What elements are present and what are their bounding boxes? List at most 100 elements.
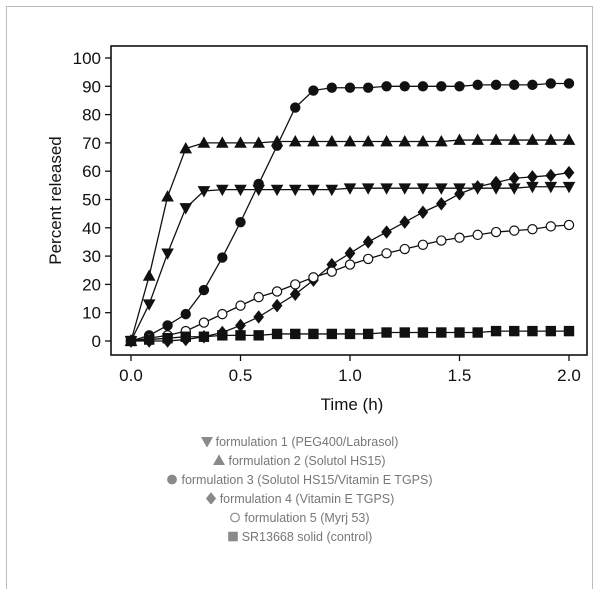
- legend-item: formulation 2 (Solutol HS15): [0, 452, 599, 471]
- data-point: [271, 298, 283, 313]
- data-point: [344, 259, 356, 270]
- data-point: [490, 175, 502, 190]
- data-point: [563, 165, 575, 180]
- y-tick-label: 70: [82, 134, 101, 153]
- data-point: [435, 134, 448, 147]
- data-point: [454, 232, 465, 243]
- data-point: [217, 308, 228, 320]
- data-point: [326, 82, 338, 93]
- data-point: [545, 221, 557, 232]
- data-point: [527, 224, 538, 235]
- data-point: [253, 291, 264, 303]
- data-point: [545, 168, 557, 183]
- y-tick-label: 100: [73, 49, 101, 68]
- data-point: [308, 272, 319, 283]
- data-point: [489, 133, 503, 145]
- data-point: [216, 184, 229, 197]
- triangle-down-marker: [200, 436, 213, 448]
- series-layer: [124, 78, 576, 348]
- data-point: [253, 330, 264, 341]
- data-point: [180, 331, 191, 342]
- data-point: [325, 184, 339, 197]
- data-point: [161, 190, 174, 202]
- y-tick-label: 80: [82, 106, 101, 125]
- data-point: [235, 216, 246, 228]
- data-point: [344, 328, 356, 340]
- legend-item: SR13668 solid (control): [0, 528, 599, 547]
- data-point: [381, 81, 392, 92]
- data-point: [325, 134, 339, 147]
- data-point: [544, 133, 558, 145]
- data-point: [508, 171, 520, 185]
- data-point: [472, 229, 483, 241]
- diamond-icon: [205, 492, 216, 505]
- data-point: [490, 325, 502, 337]
- y-tick-label: 50: [82, 191, 101, 210]
- data-point: [198, 331, 210, 342]
- data-point: [344, 246, 356, 260]
- data-point: [179, 142, 193, 154]
- data-point: [253, 310, 265, 324]
- data-point: [142, 269, 156, 281]
- data-point: [343, 183, 357, 195]
- data-point: [288, 134, 302, 147]
- data-point: [143, 334, 155, 345]
- circle-marker: [167, 474, 178, 485]
- data-point: [490, 79, 502, 91]
- data-point: [271, 328, 283, 340]
- data-point: [217, 252, 228, 263]
- data-point: [453, 133, 466, 145]
- legend-label: formulation 5 (Myrj 53): [244, 511, 370, 525]
- legend: formulation 1 (PEG400/Labrasol) formulati…: [0, 433, 599, 547]
- data-point: [361, 183, 375, 195]
- data-point: [271, 140, 283, 151]
- data-point: [290, 279, 301, 290]
- data-point: [253, 178, 264, 190]
- data-point: [290, 328, 301, 340]
- data-point: [399, 81, 410, 92]
- data-point: [399, 215, 411, 229]
- data-point: [381, 225, 392, 239]
- data-point: [436, 81, 447, 92]
- data-point: [162, 320, 173, 331]
- data-point: [362, 253, 374, 265]
- data-point: [179, 203, 193, 215]
- data-point: [545, 78, 557, 89]
- data-point: [471, 133, 484, 145]
- data-point: [509, 225, 520, 236]
- data-point: [234, 184, 247, 197]
- data-point: [326, 266, 338, 277]
- square-marker: [227, 531, 238, 542]
- legend-label: formulation 4 (Vitamin E TGPS): [219, 492, 395, 506]
- legend-item: formulation 4 (Vitamin E TGPS): [0, 490, 599, 509]
- y-tick-label: 90: [82, 77, 101, 96]
- circle-icon: [167, 474, 178, 485]
- legend-label: formulation 3 (Solutol HS15/Vitamin E TG…: [181, 473, 433, 487]
- legend-label: formulation 1 (PEG400/Labrasol): [215, 435, 399, 449]
- y-tick-label: 20: [82, 275, 101, 294]
- data-point: [526, 133, 539, 145]
- y-tick-label: 40: [82, 219, 101, 238]
- data-point: [472, 180, 484, 194]
- axes: 0 10 20 30 40 50 60 70 80 90 100 0.0 0.5 1.0 1.5 2.0: [73, 45, 588, 385]
- data-point: [416, 134, 430, 147]
- triangle-down-icon: [200, 436, 213, 448]
- figure-frame: [6, 6, 593, 589]
- series-2: [124, 133, 576, 346]
- data-point: [454, 81, 465, 92]
- data-point: [509, 79, 520, 91]
- data-point: [527, 325, 538, 337]
- data-point: [362, 235, 374, 249]
- data-point: [454, 187, 465, 201]
- y-tick-label: 60: [82, 162, 101, 181]
- data-point: [288, 184, 302, 197]
- data-point: [490, 226, 502, 238]
- data-point: [235, 330, 246, 341]
- x-tick-label: 1.0: [338, 366, 362, 385]
- data-point: [252, 136, 265, 148]
- data-point: [454, 327, 465, 338]
- series-5: [125, 219, 575, 347]
- square-icon: [227, 531, 238, 542]
- series-6: [125, 325, 575, 347]
- data-point: [308, 328, 319, 340]
